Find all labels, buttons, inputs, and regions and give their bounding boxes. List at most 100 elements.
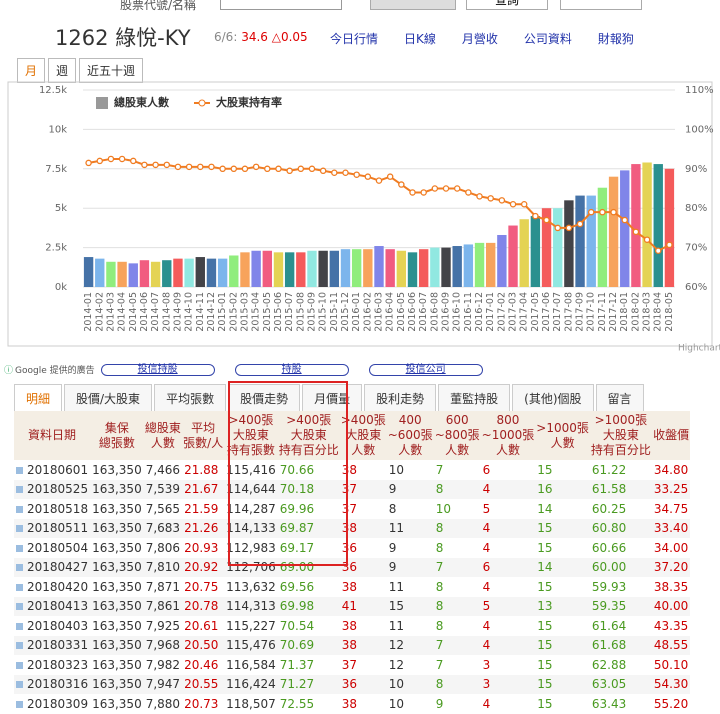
cell: 43.35	[651, 616, 691, 636]
header-row: 資料日期 集保 總張數 總股東 人數 平均 張數/人 >400張 大股東 持有張數 >400張 大股東…	[14, 411, 691, 460]
cell: 54.30	[651, 674, 691, 694]
cell: 163,350	[90, 655, 144, 675]
bar	[664, 168, 675, 287]
line-marker	[331, 169, 338, 176]
ad-link[interactable]: 投信持股	[100, 363, 215, 376]
button[interactable]	[560, 0, 642, 10]
cell: 11	[386, 616, 434, 636]
header-text: 持有張數	[226, 443, 275, 457]
x-tick-label: 2017-11	[597, 292, 608, 332]
bar	[608, 176, 619, 287]
cell: 61.68	[589, 635, 652, 655]
cell: 20180331	[14, 635, 91, 655]
bar	[229, 255, 239, 287]
cell: 7,871	[143, 577, 183, 597]
tab[interactable]: (其他)個股	[512, 384, 594, 413]
tab[interactable]: 股價走勢	[228, 384, 301, 413]
period-tab[interactable]: 月	[17, 58, 46, 83]
line-marker	[420, 189, 427, 196]
legend-marker	[198, 99, 206, 107]
tab[interactable]: 股價/大股東	[64, 384, 153, 413]
bar	[642, 162, 652, 287]
cell: 163,350	[90, 694, 144, 714]
chart: 0k 2.5k 5k 7.5k 10k 12.5k 60% 70% 80% 90% 100% 110%…	[7, 81, 720, 354]
query-button[interactable]: 查詢	[466, 0, 548, 10]
ad-link[interactable]: 持股	[234, 363, 349, 376]
bar	[575, 195, 585, 287]
legend-label: 總股東人數	[114, 95, 169, 109]
header-text: ~800張	[434, 428, 480, 442]
bar	[441, 247, 451, 287]
search-input[interactable]	[220, 0, 342, 10]
cell: 5	[480, 596, 536, 616]
tab[interactable]: 股利走勢	[364, 384, 437, 413]
header-cell: >400張 大股東 持有百分比	[277, 411, 340, 460]
line-marker	[286, 167, 293, 175]
nav-link[interactable]: 今日行情	[330, 32, 379, 46]
x-tick-label: 2017-03	[508, 292, 519, 332]
cell: 9	[386, 479, 434, 499]
y-tick-label: 12.5k	[39, 85, 67, 96]
cell: 115,476	[224, 635, 278, 655]
line-marker	[252, 163, 260, 171]
x-tick-label: 2014-11	[195, 292, 206, 332]
cell: 20.50	[182, 635, 225, 655]
line-marker	[85, 159, 92, 167]
cell: 15	[535, 460, 590, 480]
ad-label: Google 提供的廣告	[15, 366, 95, 376]
bar	[206, 258, 217, 287]
stock-title: 1262 綠悅-KY	[55, 26, 191, 50]
tab[interactable]: 明細	[14, 384, 63, 413]
ad-link[interactable]: 投信公司	[368, 363, 483, 376]
x-tick-label: 2015-01	[217, 292, 228, 332]
bar	[184, 258, 194, 287]
search-label: 股票代號/名稱	[120, 0, 197, 12]
table-row: 20180331 163,350 7,968 20.50 115,476 70.69 38 1…	[14, 635, 691, 655]
cell: 8	[433, 596, 481, 616]
tab[interactable]: 月價量	[302, 384, 363, 413]
nav-link[interactable]: 財報狗	[597, 32, 634, 46]
tab[interactable]: 董監持股	[438, 384, 511, 413]
cell: 7,861	[143, 596, 183, 616]
cell: 112,983	[224, 538, 278, 558]
x-tick-label: 2018-05	[664, 292, 675, 332]
cell: 15	[386, 596, 434, 616]
cell: 59.35	[589, 596, 652, 616]
cell: 4	[480, 518, 536, 538]
nav-link[interactable]: 月營收	[461, 32, 498, 46]
table-row: 20180413 163,350 7,861 20.78 114,313 69.98 41 1…	[14, 596, 691, 616]
header-text: 800	[496, 413, 520, 427]
x-tick-label: 2014-08	[161, 292, 172, 332]
tab[interactable]: 留言	[595, 384, 644, 413]
y-tick-label: 10k	[48, 124, 67, 135]
cell: 21.67	[182, 479, 225, 499]
bar	[530, 216, 541, 287]
cell: 4	[480, 616, 536, 636]
x-tick-label: 2015-05	[262, 292, 273, 332]
cell: 62.88	[589, 655, 652, 675]
button[interactable]	[370, 0, 456, 10]
plot-border	[7, 81, 713, 347]
cell: 15	[535, 655, 590, 675]
cell: 20180504	[14, 538, 91, 558]
cell: 34.00	[651, 538, 691, 558]
cell: 37.20	[651, 557, 691, 577]
line-marker	[230, 165, 238, 173]
period-tab[interactable]: 近五十週	[79, 58, 144, 83]
bar	[586, 195, 596, 287]
tab[interactable]: 平均張數	[154, 384, 227, 413]
bar	[329, 250, 340, 287]
bar	[519, 219, 529, 287]
x-tick-label: 2015-11	[329, 292, 340, 332]
bar	[351, 249, 362, 287]
cell: 20.73	[182, 694, 225, 714]
cell: 163,350	[90, 479, 144, 499]
header-cell: 400 ~600張 人數	[386, 411, 434, 460]
line-marker	[643, 236, 651, 243]
cell: 37	[339, 499, 387, 519]
cell: 163,350	[90, 460, 144, 480]
line-marker	[297, 165, 305, 173]
nav-link[interactable]: 日K線	[404, 32, 436, 46]
nav-link[interactable]: 公司資料	[523, 32, 572, 46]
